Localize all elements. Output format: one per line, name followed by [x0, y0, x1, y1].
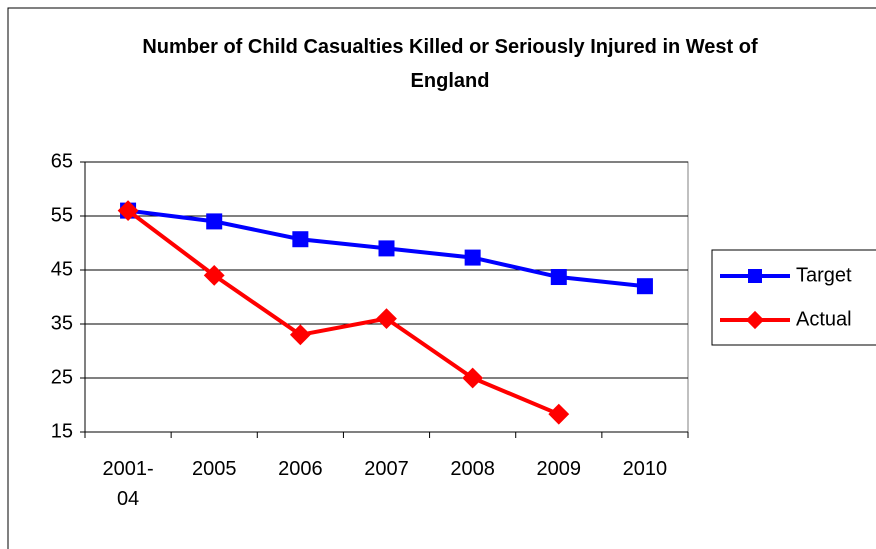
y-tick-label: 35: [51, 312, 73, 334]
x-tick-label: 2005: [191, 458, 237, 480]
marker: [376, 308, 397, 329]
x-tick-label: 2001-04: [102, 458, 154, 510]
x-tick-label: 2006: [278, 458, 323, 480]
x-tick-label: 2007: [364, 458, 409, 480]
y-tick-label: 65: [51, 150, 73, 172]
marker: [117, 200, 139, 221]
x-tick-label: 2008: [450, 458, 495, 480]
legend-marker: [748, 269, 762, 283]
legend-label: Target: [796, 264, 852, 286]
marker: [289, 324, 311, 346]
y-tick-label: 55: [51, 204, 73, 226]
marker: [462, 367, 484, 389]
marker: [550, 269, 567, 286]
marker: [206, 213, 223, 230]
plot-area: [84, 161, 689, 433]
marker: [203, 265, 225, 286]
legend-marker: [745, 310, 765, 330]
series-line: [126, 209, 560, 417]
y-tick-label: 25: [51, 366, 73, 388]
legend-label: Actual: [796, 308, 852, 330]
x-tick-label: 2010: [622, 458, 668, 480]
marker: [464, 249, 481, 266]
y-tick-label: 45: [51, 258, 73, 280]
y-tick-label: 15: [51, 420, 73, 442]
legend-box: [711, 249, 876, 346]
x-tick-label: 2009: [536, 458, 582, 480]
marker: [548, 403, 570, 425]
marker: [378, 240, 395, 257]
chart-title: Number of Child Casualties Killed or Ser…: [142, 36, 758, 92]
marker: [636, 278, 653, 295]
marker: [292, 231, 309, 248]
